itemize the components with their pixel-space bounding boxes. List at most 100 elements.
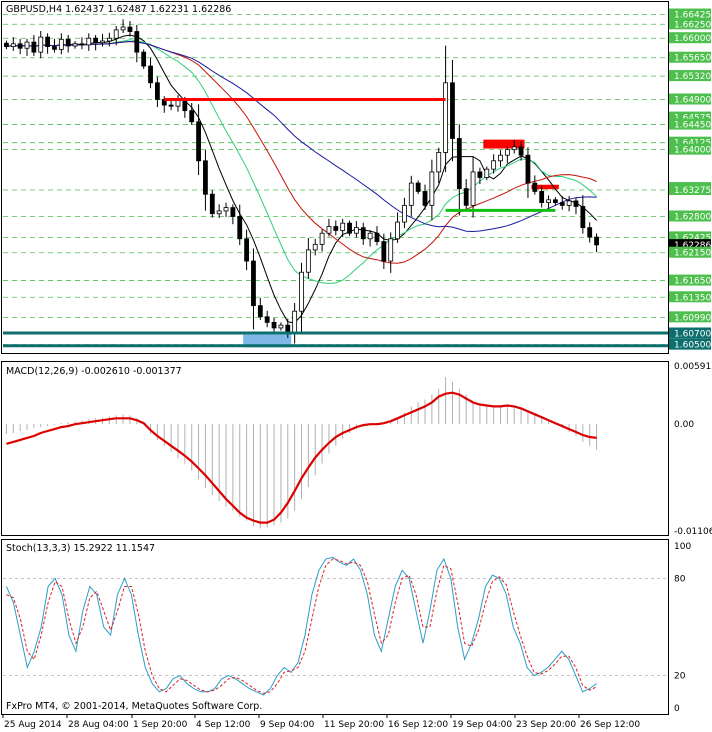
macd-panel xyxy=(1,361,669,536)
candle-body xyxy=(148,65,153,84)
candle-body xyxy=(381,241,387,262)
candle-body xyxy=(470,171,476,206)
x-axis-label: 28 Aug 04:00 xyxy=(68,720,129,730)
candle-body xyxy=(237,216,243,240)
candle-body xyxy=(347,222,352,234)
candle-body xyxy=(175,100,181,107)
stoch-panel xyxy=(1,539,669,715)
candle-body xyxy=(24,41,30,49)
candle-body xyxy=(539,191,545,203)
price-title: GBPUSD,H4 1.62437 1.62487 1.62231 1.6228… xyxy=(6,4,231,15)
candle-body xyxy=(203,160,208,195)
x-axis-label: 16 Sep 12:00 xyxy=(388,720,448,730)
candle-body xyxy=(292,310,298,334)
candle-body xyxy=(278,324,284,329)
moving-average-line-4 xyxy=(6,40,597,233)
price-label: 1.62425 xyxy=(674,233,711,243)
x-axis-label: 11 Sep 20:00 xyxy=(324,720,384,730)
candle-body xyxy=(251,260,256,307)
price-label-box xyxy=(669,93,711,105)
price-label: 1.62150 xyxy=(674,249,711,259)
price-zone xyxy=(483,139,525,149)
candle-body xyxy=(422,191,428,206)
price-label-box xyxy=(669,51,711,63)
price-label-box xyxy=(669,111,711,123)
x-axis-label: 4 Sep 12:00 xyxy=(196,720,251,730)
candle-body xyxy=(93,37,99,44)
candle-body xyxy=(518,146,524,156)
price-label: 1.64450 xyxy=(674,121,711,131)
price-label-box xyxy=(669,143,711,155)
candle-body xyxy=(100,40,105,44)
x-axis-label: 23 Sep 20:00 xyxy=(516,720,576,730)
candle-body xyxy=(504,149,510,156)
macd-title: MACD(12,26,9) -0.002610 -0.001377 xyxy=(6,366,182,377)
price-zone xyxy=(531,184,559,190)
candle-body xyxy=(38,36,44,53)
candle-body xyxy=(436,152,442,173)
candle-body xyxy=(450,82,455,139)
candle-body xyxy=(86,37,92,46)
candle-body xyxy=(388,238,394,262)
stoch-tick-label: 100 xyxy=(674,542,691,552)
candle-body xyxy=(415,182,421,192)
price-label-box xyxy=(669,118,711,130)
candle-body xyxy=(353,227,359,234)
candle-body xyxy=(305,249,311,273)
candle-body xyxy=(456,138,462,190)
price-label: 1.65650 xyxy=(674,54,711,64)
candle-body xyxy=(10,43,16,47)
x-axis-label: 1 Sep 20:00 xyxy=(133,720,188,730)
price-label: 1.66425 xyxy=(674,11,711,21)
candle-body xyxy=(408,182,414,206)
candle-body xyxy=(134,31,140,53)
candle-body xyxy=(230,207,236,217)
candle-body xyxy=(257,305,263,318)
price-label-box xyxy=(669,210,711,222)
candle-body xyxy=(573,200,579,207)
price-label-box xyxy=(669,311,711,323)
price-label: 1.64900 xyxy=(674,96,711,106)
candle-body xyxy=(463,188,469,206)
price-label-box xyxy=(669,338,711,350)
candle-body xyxy=(264,316,270,323)
price-label-box xyxy=(669,239,711,251)
candle-body xyxy=(546,199,551,203)
price-label-box xyxy=(669,184,711,196)
price-label: 1.65320 xyxy=(674,72,711,82)
candle-body xyxy=(79,43,85,46)
candle-body xyxy=(484,168,490,178)
candle-body xyxy=(120,26,126,31)
candle-body xyxy=(113,29,119,39)
price-label: 1.62800 xyxy=(674,213,711,223)
candle-body xyxy=(168,104,174,107)
candle-body xyxy=(360,227,366,240)
candle-body xyxy=(223,207,229,212)
candle-body xyxy=(65,38,71,47)
candle-body xyxy=(244,238,250,262)
candle-body xyxy=(216,210,222,215)
price-label: 1.66250 xyxy=(674,20,711,30)
price-label: 1.62286 xyxy=(674,241,711,251)
price-label-box xyxy=(669,246,711,258)
price-label: 1.64000 xyxy=(674,146,711,156)
price-label: 1.61650 xyxy=(674,277,711,287)
stoch-tick-label: 0 xyxy=(674,704,680,714)
candle-body xyxy=(127,26,133,32)
candle-body xyxy=(333,226,339,231)
price-label-box xyxy=(669,327,711,339)
candle-body xyxy=(4,42,9,47)
candle-body xyxy=(271,321,277,329)
price-label-box xyxy=(669,18,711,30)
stoch-signal-line xyxy=(6,558,597,694)
candle-body xyxy=(209,193,215,215)
price-label-box xyxy=(669,291,711,303)
candle-body xyxy=(511,146,517,151)
price-label: 1.60500 xyxy=(674,341,711,351)
price-label-box xyxy=(669,70,711,82)
candle-body xyxy=(566,200,572,206)
candle-body xyxy=(587,227,593,238)
candle-body xyxy=(72,43,78,47)
candle-body xyxy=(154,82,160,100)
